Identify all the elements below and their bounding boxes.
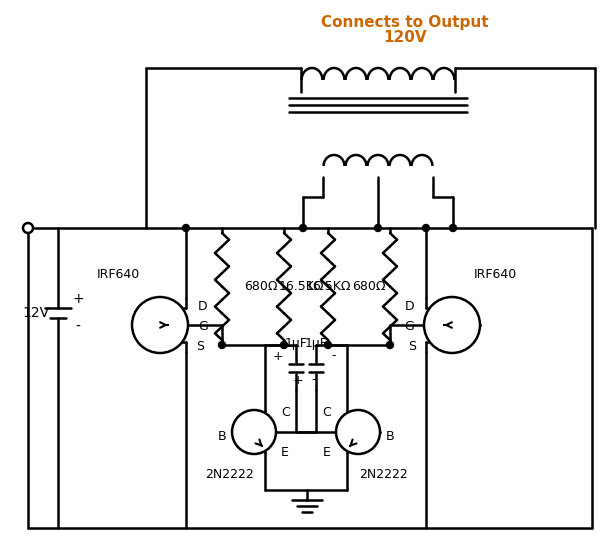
Circle shape [324, 342, 332, 348]
Text: +: + [72, 292, 84, 306]
Text: 680Ω: 680Ω [352, 280, 386, 293]
Circle shape [281, 342, 287, 348]
Text: -: - [312, 373, 316, 387]
Text: B: B [386, 430, 395, 442]
Circle shape [183, 225, 189, 232]
Text: 16.5KΩ: 16.5KΩ [306, 280, 351, 293]
Text: G: G [198, 321, 208, 333]
Circle shape [449, 225, 457, 232]
Circle shape [336, 410, 380, 454]
Text: -: - [75, 320, 80, 334]
Text: Connects to Output: Connects to Output [321, 14, 489, 29]
Text: 1μF: 1μF [284, 337, 308, 351]
Text: IRF640: IRF640 [97, 269, 140, 281]
Text: 2N2222: 2N2222 [359, 467, 408, 481]
Text: 2N2222: 2N2222 [205, 467, 253, 481]
Text: 1μF: 1μF [305, 337, 327, 351]
Circle shape [422, 225, 430, 232]
Circle shape [23, 223, 33, 233]
Text: C: C [281, 405, 290, 419]
Text: E: E [281, 446, 289, 458]
Text: C: C [322, 405, 331, 419]
Text: 120V: 120V [383, 30, 427, 45]
Text: E: E [323, 446, 331, 458]
Text: -: - [332, 349, 337, 363]
Text: IRF640: IRF640 [474, 269, 517, 281]
Text: 680Ω: 680Ω [244, 280, 278, 293]
Text: 12V: 12V [23, 306, 50, 320]
Text: S: S [196, 341, 204, 353]
Circle shape [375, 225, 381, 232]
Text: B: B [218, 430, 226, 442]
Circle shape [387, 342, 394, 348]
Text: D: D [198, 300, 208, 314]
Circle shape [232, 410, 276, 454]
Text: G: G [404, 321, 414, 333]
Text: S: S [408, 341, 416, 353]
Text: +: + [273, 349, 283, 363]
Circle shape [424, 297, 480, 353]
Text: 16.5KΩ: 16.5KΩ [278, 280, 324, 293]
Text: D: D [405, 300, 414, 314]
Circle shape [300, 225, 306, 232]
Circle shape [218, 342, 226, 348]
Text: +: + [292, 373, 303, 387]
Circle shape [132, 297, 188, 353]
